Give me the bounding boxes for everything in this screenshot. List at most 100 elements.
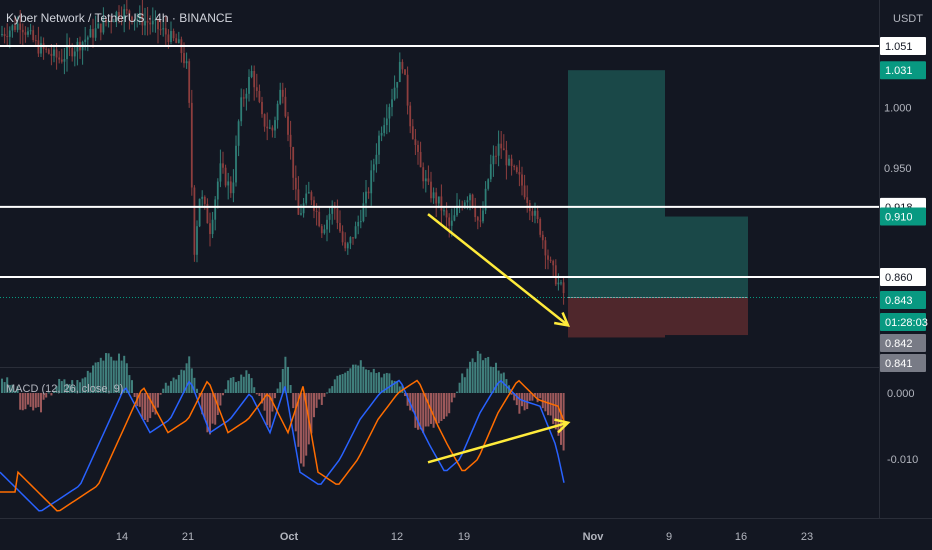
candle	[146, 6, 149, 36]
macd-histogram-bar	[240, 374, 243, 393]
candle	[131, 15, 133, 25]
candle	[89, 25, 92, 38]
price-tag-bg	[880, 313, 926, 331]
candle-body	[505, 150, 508, 166]
position-1-profit-zone[interactable]	[568, 70, 665, 298]
candle-body	[404, 69, 406, 75]
candle-body	[24, 32, 27, 35]
price-tag: 0.841	[885, 358, 913, 370]
macd-histogram-bar	[380, 377, 383, 393]
candle	[489, 154, 492, 183]
macd-histogram-bar	[40, 393, 42, 413]
macd-histogram-bar	[281, 368, 284, 393]
position-2-stop-zone[interactable]	[665, 297, 748, 336]
candle-body	[34, 40, 37, 42]
candle-body	[476, 217, 479, 221]
candle-body	[258, 90, 261, 102]
candle	[523, 174, 526, 200]
candle	[367, 187, 370, 199]
candle-body	[240, 97, 243, 122]
macd-histogram-bar	[448, 393, 451, 414]
macd-histogram-bar	[146, 393, 149, 423]
macd-histogram-bar	[81, 378, 84, 393]
candle-body	[349, 237, 352, 244]
symbol-header[interactable]: Kyber Network / TetherUS · 4h · BINANCE	[6, 11, 233, 25]
candle	[294, 165, 297, 201]
macd-line	[0, 379, 565, 512]
candle	[515, 165, 518, 174]
candle	[549, 256, 552, 263]
macd-histogram-bar	[34, 393, 37, 408]
candle	[21, 23, 24, 47]
macd-histogram-bar	[42, 393, 45, 400]
candle	[508, 154, 510, 167]
macd-histogram-bar	[232, 377, 235, 393]
candle-body	[131, 16, 133, 22]
macd-histogram-bar	[354, 364, 357, 393]
macd-histogram-bar	[323, 393, 326, 397]
candle-body	[380, 132, 383, 136]
macd-histogram-bar	[385, 372, 388, 393]
candle	[536, 205, 539, 224]
macd-histogram-bar	[206, 393, 209, 433]
macd-histogram-bar	[445, 393, 448, 417]
candle-body	[534, 210, 536, 216]
position-1-stop-zone[interactable]	[568, 297, 665, 338]
candle	[414, 128, 417, 156]
candle-body	[253, 71, 256, 88]
candle-body	[136, 18, 139, 20]
candle	[102, 7, 105, 35]
candle-body	[362, 203, 365, 222]
candle-body	[526, 197, 529, 203]
candle-body	[271, 127, 274, 131]
candle-body	[396, 82, 399, 88]
macd-histogram-bar	[211, 393, 214, 424]
candle	[344, 232, 347, 252]
candle	[492, 145, 495, 177]
macd-histogram-bar	[50, 393, 53, 396]
candle	[66, 33, 68, 72]
candle-body	[385, 118, 388, 126]
time-axis-label: 23	[801, 531, 813, 543]
macd-histogram-bar	[16, 386, 19, 393]
macd-histogram-bar	[539, 393, 542, 399]
candle-body	[125, 9, 128, 11]
macd-histogram-bar	[1, 378, 3, 393]
candle-body	[450, 220, 453, 226]
candle	[27, 27, 29, 38]
price-axis-currency[interactable]: USDT	[893, 13, 923, 25]
macd-histogram-bar	[495, 362, 497, 393]
candle	[53, 44, 55, 63]
candle-body	[55, 49, 58, 58]
macd-divergence-arrow-shaft[interactable]	[427, 421, 569, 464]
macd-histogram-bar	[383, 373, 386, 393]
candle-body	[313, 200, 315, 211]
candle	[112, 18, 115, 23]
macd-histogram-bar	[443, 393, 445, 419]
macd-histogram-bar	[411, 393, 414, 412]
candle-body	[489, 164, 492, 180]
candle-body	[518, 172, 521, 175]
macd-histogram-bar	[484, 357, 487, 393]
price-divergence-arrow-shaft[interactable]	[427, 213, 569, 327]
candle	[372, 158, 375, 182]
macd-histogram-bar	[58, 378, 61, 393]
macd-histogram-bar	[346, 370, 349, 393]
candle-body	[123, 9, 126, 19]
candle-body	[162, 28, 165, 30]
candle	[287, 111, 289, 142]
position-2-profit-zone[interactable]	[665, 216, 748, 298]
candle	[248, 69, 250, 102]
candle	[258, 84, 261, 104]
candle	[544, 236, 547, 270]
macd-divergence-arrow-head	[554, 418, 571, 434]
macd-legend[interactable]: MACD (12, 26, close, 9)	[6, 383, 123, 395]
macd-histogram-bar	[302, 393, 305, 467]
candle-body	[398, 61, 401, 83]
candle-body	[6, 36, 9, 38]
candle	[331, 200, 334, 225]
candle	[318, 206, 321, 228]
candle-body	[531, 211, 534, 216]
candle	[73, 45, 76, 67]
